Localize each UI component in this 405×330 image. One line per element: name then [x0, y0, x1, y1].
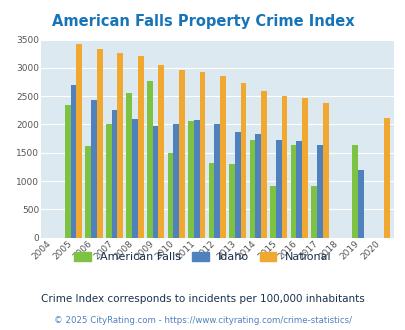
- Bar: [240, 83, 246, 238]
- Bar: [193, 120, 199, 238]
- Text: Crime Index corresponds to incidents per 100,000 inhabitants: Crime Index corresponds to incidents per…: [41, 294, 364, 304]
- Bar: [270, 185, 275, 238]
- Bar: [111, 110, 117, 238]
- Bar: [384, 118, 389, 238]
- Bar: [147, 81, 152, 238]
- Text: © 2025 CityRating.com - https://www.cityrating.com/crime-statistics/: © 2025 CityRating.com - https://www.city…: [54, 315, 351, 325]
- Bar: [357, 170, 363, 238]
- Bar: [132, 119, 138, 238]
- Bar: [138, 56, 143, 238]
- Legend: American Falls, Idaho, National: American Falls, Idaho, National: [70, 248, 335, 267]
- Bar: [301, 98, 307, 238]
- Bar: [188, 121, 193, 238]
- Bar: [275, 140, 281, 238]
- Bar: [106, 124, 111, 238]
- Bar: [117, 53, 123, 238]
- Text: American Falls Property Crime Index: American Falls Property Crime Index: [51, 14, 354, 29]
- Bar: [167, 153, 173, 238]
- Bar: [311, 186, 316, 238]
- Bar: [158, 65, 164, 238]
- Bar: [281, 96, 287, 238]
- Bar: [249, 140, 255, 238]
- Bar: [70, 85, 76, 238]
- Bar: [199, 72, 205, 238]
- Bar: [255, 134, 260, 238]
- Bar: [126, 93, 132, 238]
- Bar: [234, 132, 240, 238]
- Bar: [76, 44, 82, 238]
- Bar: [214, 124, 220, 238]
- Bar: [179, 70, 184, 238]
- Bar: [152, 126, 158, 238]
- Bar: [173, 124, 179, 238]
- Bar: [91, 100, 97, 238]
- Bar: [220, 76, 225, 238]
- Bar: [65, 105, 70, 238]
- Bar: [352, 145, 357, 238]
- Bar: [322, 103, 328, 238]
- Bar: [208, 163, 214, 238]
- Bar: [228, 164, 234, 238]
- Bar: [296, 141, 301, 238]
- Bar: [97, 49, 102, 238]
- Bar: [290, 145, 296, 238]
- Bar: [260, 90, 266, 238]
- Bar: [85, 146, 91, 238]
- Bar: [316, 146, 322, 238]
